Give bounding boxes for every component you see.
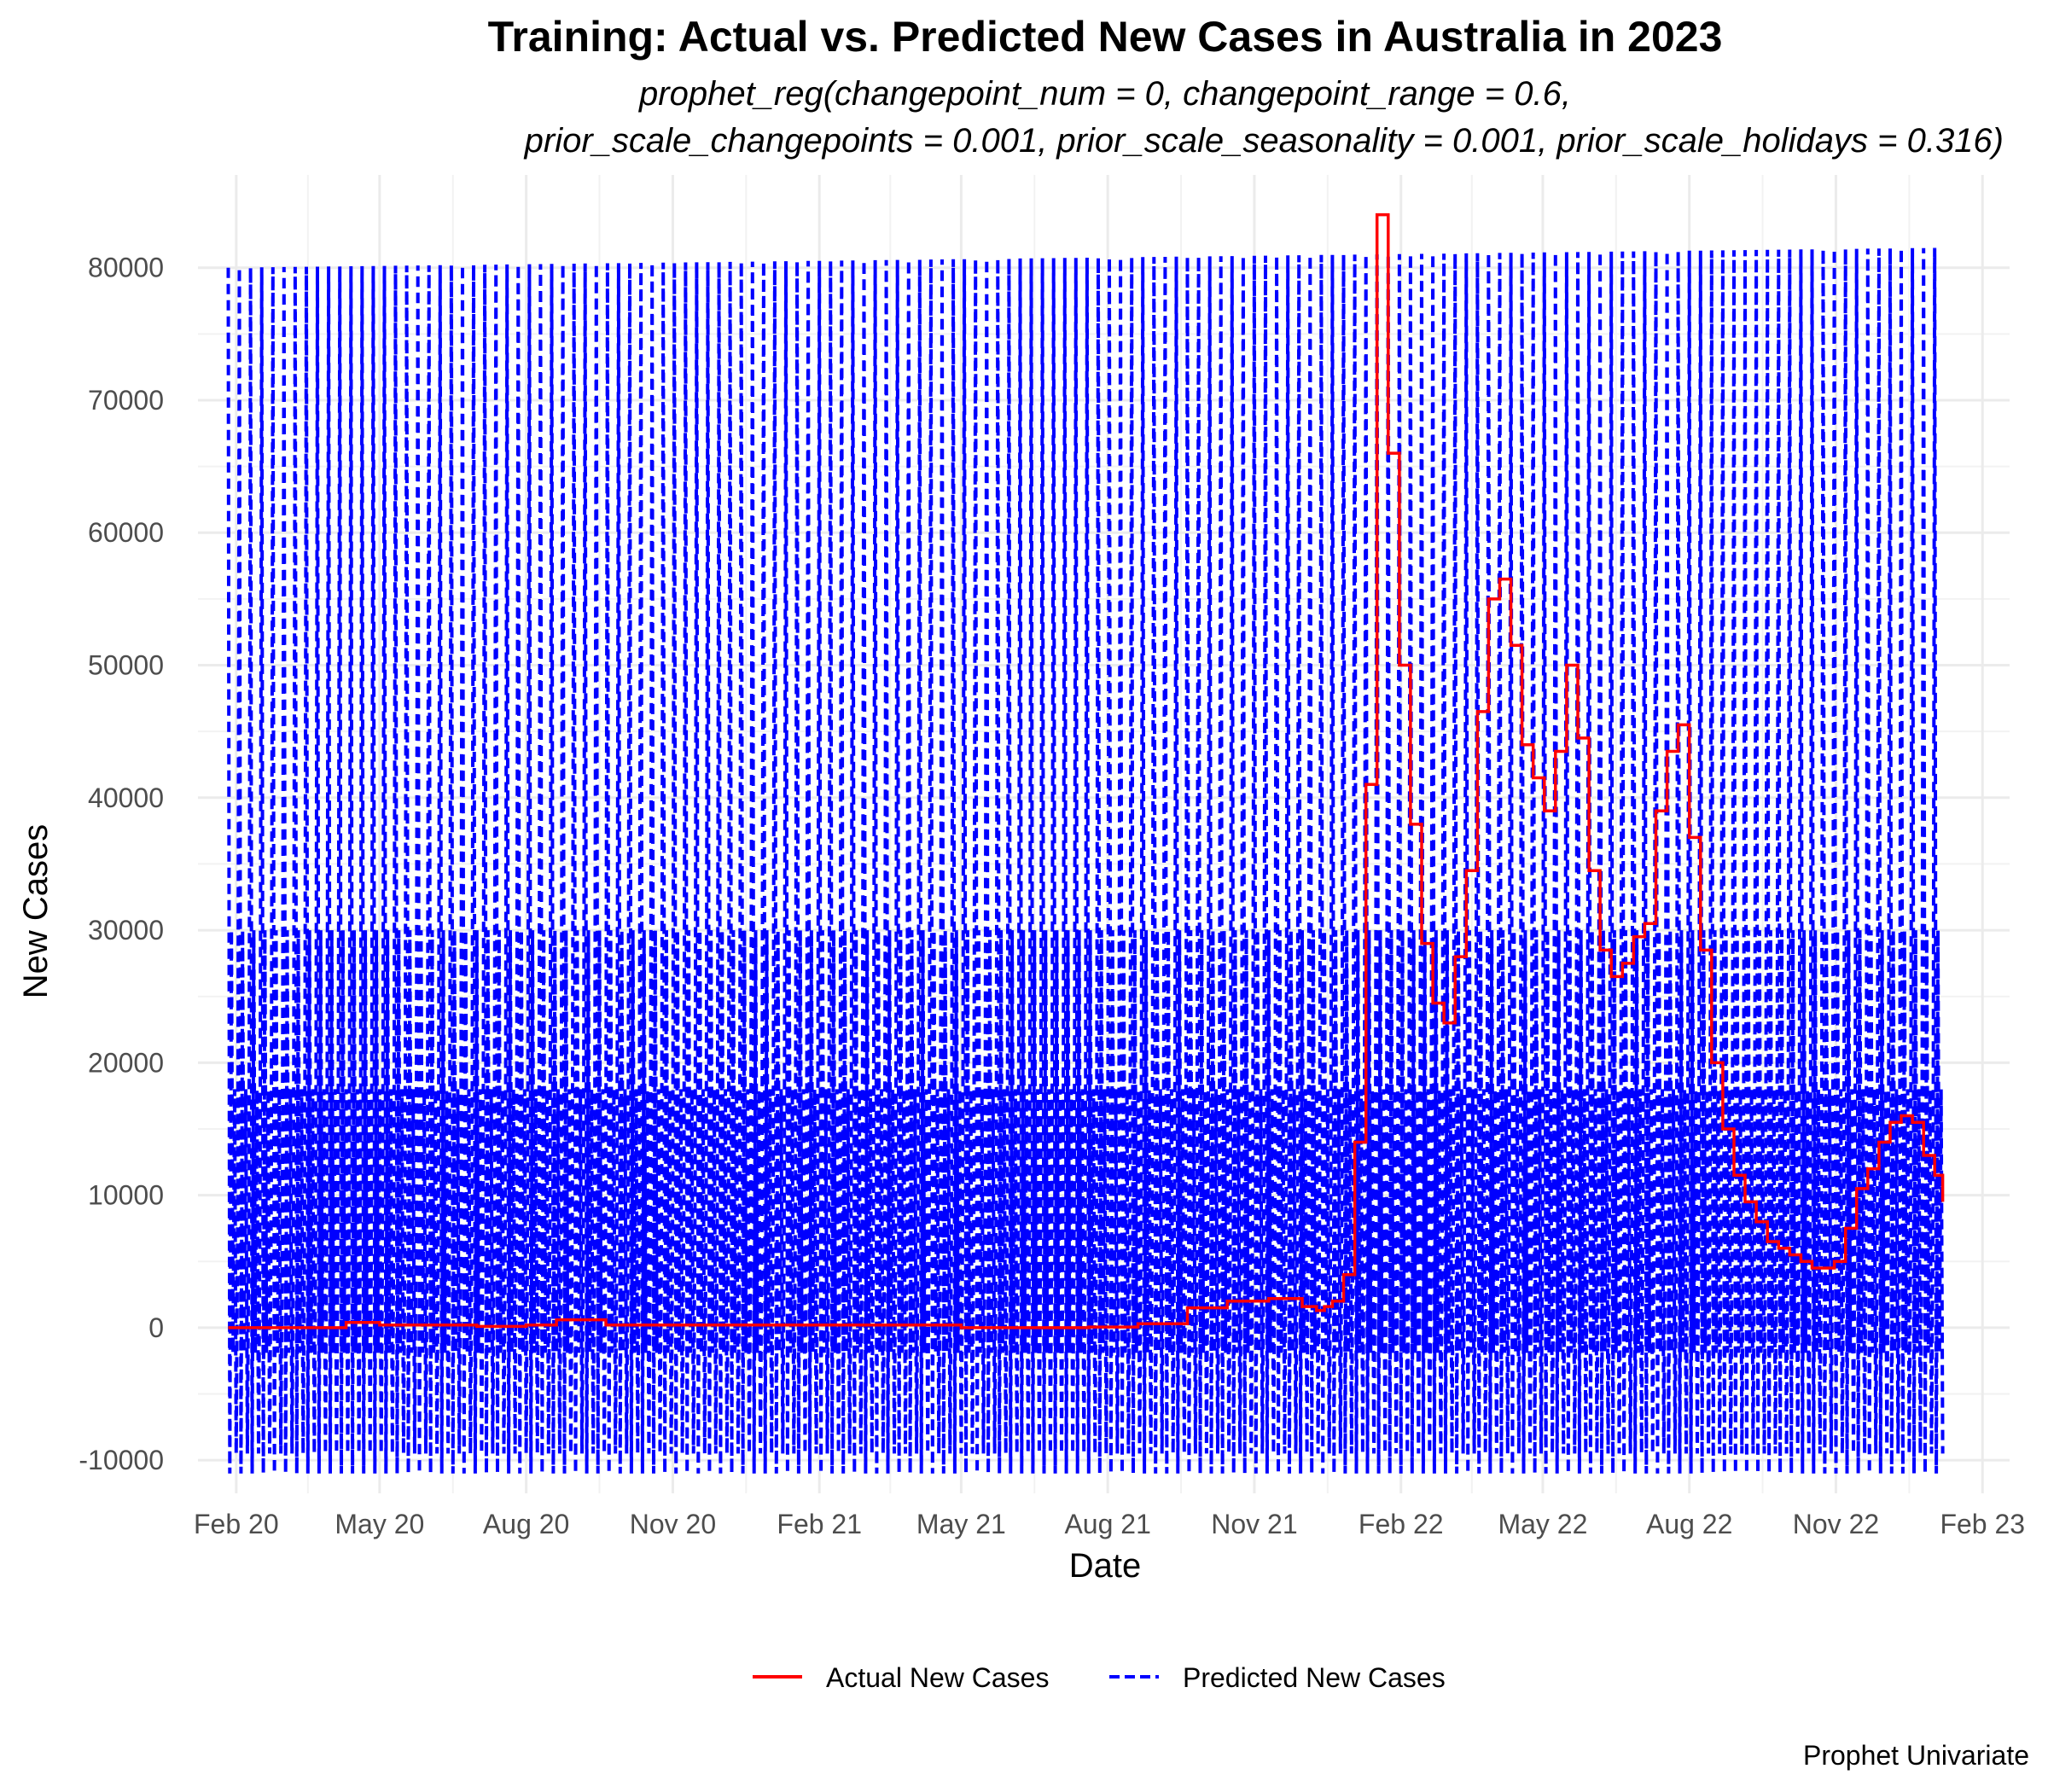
chart-subtitle-line1: prophet_reg(changepoint_num = 0, changep… <box>638 75 1571 113</box>
y-tick-label: 70000 <box>88 385 164 416</box>
x-tick-label: Feb 20 <box>194 1509 279 1539</box>
legend: Actual New Cases Predicted New Cases <box>753 1662 1446 1693</box>
x-tick-label: Nov 20 <box>630 1509 716 1539</box>
x-tick-label: May 20 <box>335 1509 424 1539</box>
y-tick-label: 40000 <box>88 783 164 813</box>
y-tick-label: 60000 <box>88 517 164 548</box>
y-tick-label: 0 <box>148 1312 164 1343</box>
x-tick-label: May 22 <box>1498 1509 1587 1539</box>
x-tick-label: Aug 20 <box>483 1509 569 1539</box>
x-tick-label: May 21 <box>916 1509 1006 1539</box>
y-axis-ticks: -10000 0 10000 20000 30000 40000 50000 60000 700… <box>79 253 164 1475</box>
y-tick-label: 50000 <box>88 650 164 681</box>
y-tick-label: 30000 <box>88 915 164 945</box>
x-tick-label: Aug 22 <box>1646 1509 1732 1539</box>
y-axis-title: New Cases <box>17 824 55 999</box>
chart-title: Training: Actual vs. Predicted New Cases… <box>488 13 1723 61</box>
y-tick-label: 10000 <box>88 1180 164 1211</box>
y-tick-label: -10000 <box>79 1445 164 1475</box>
x-tick-label: Nov 22 <box>1793 1509 1879 1539</box>
legend-label-actual: Actual New Cases <box>826 1662 1049 1693</box>
x-tick-label: Nov 21 <box>1211 1509 1297 1539</box>
legend-label-predicted: Predicted New Cases <box>1183 1662 1446 1693</box>
x-axis-ticks: Feb 20 May 20 Aug 20 Nov 20 Feb 21 May 21 Aug … <box>194 1509 2025 1539</box>
y-tick-label: 80000 <box>88 253 164 283</box>
predicted-line <box>226 247 1945 1474</box>
predicted-series <box>226 247 1945 1474</box>
chart-subtitle-line2: prior_scale_changepoints = 0.001, prior_… <box>524 122 2004 160</box>
y-tick-label: 20000 <box>88 1047 164 1078</box>
x-tick-label: Feb 21 <box>777 1509 862 1539</box>
x-tick-label: Feb 22 <box>1359 1509 1444 1539</box>
x-tick-label: Aug 21 <box>1064 1509 1150 1539</box>
x-axis-title: Date <box>1069 1547 1142 1585</box>
actual-series <box>228 212 1945 1329</box>
actual-line <box>228 212 1945 1329</box>
x-tick-label: Feb 23 <box>1940 1509 2025 1539</box>
chart-caption: Prophet Univariate <box>1803 1740 2029 1771</box>
